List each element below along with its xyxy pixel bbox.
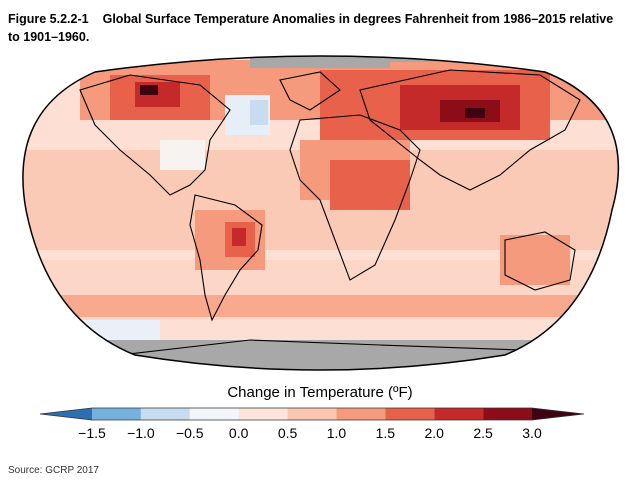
coastlines xyxy=(79,69,599,356)
color-scale-bar: −1.5 −1.0 −0.5 0.0 0.5 1.0 1.5 2.0 2.5 3.0 xyxy=(39,407,585,441)
scale-tick-label: 3.0 xyxy=(522,425,542,441)
scale-tick-label: −1.0 xyxy=(127,425,155,441)
scale-swatch xyxy=(385,408,435,420)
scale-swatch xyxy=(189,408,239,420)
scale-swatch xyxy=(140,408,190,420)
scale-swatch xyxy=(287,408,337,420)
scale-tick-label: 1.0 xyxy=(327,425,347,441)
map-globe xyxy=(22,56,619,370)
scale-arrow-high xyxy=(532,408,584,420)
scale-tick-label: 2.5 xyxy=(473,425,493,441)
source-note: Source: GCRP 2017 xyxy=(8,465,99,476)
scale-swatch xyxy=(483,408,532,420)
scale-swatch xyxy=(434,408,484,420)
scale-tick-label: −1.5 xyxy=(78,425,106,441)
scale-tick-label: −0.5 xyxy=(176,425,204,441)
scale-tick-label: 1.5 xyxy=(376,425,396,441)
scale-arrow-low xyxy=(40,408,92,420)
figure-title: Global Surface Temperature Anomalies in … xyxy=(8,12,614,44)
scale-outline xyxy=(39,407,585,421)
scale-tick-label: 0.0 xyxy=(229,425,249,441)
scale-swatch xyxy=(92,408,141,420)
scale-swatch xyxy=(238,408,288,420)
figure-caption: Figure 5.2.2-1 Global Surface Temperature… xyxy=(8,10,628,46)
scale-swatch xyxy=(336,408,386,420)
globe-outline xyxy=(22,55,620,371)
figure-number: Figure 5.2.2-1 xyxy=(8,12,89,26)
scale-tick-label: 0.5 xyxy=(278,425,298,441)
scale-tick-label: 2.0 xyxy=(424,425,444,441)
legend-title: Change in Temperature (ºF) xyxy=(227,384,413,401)
